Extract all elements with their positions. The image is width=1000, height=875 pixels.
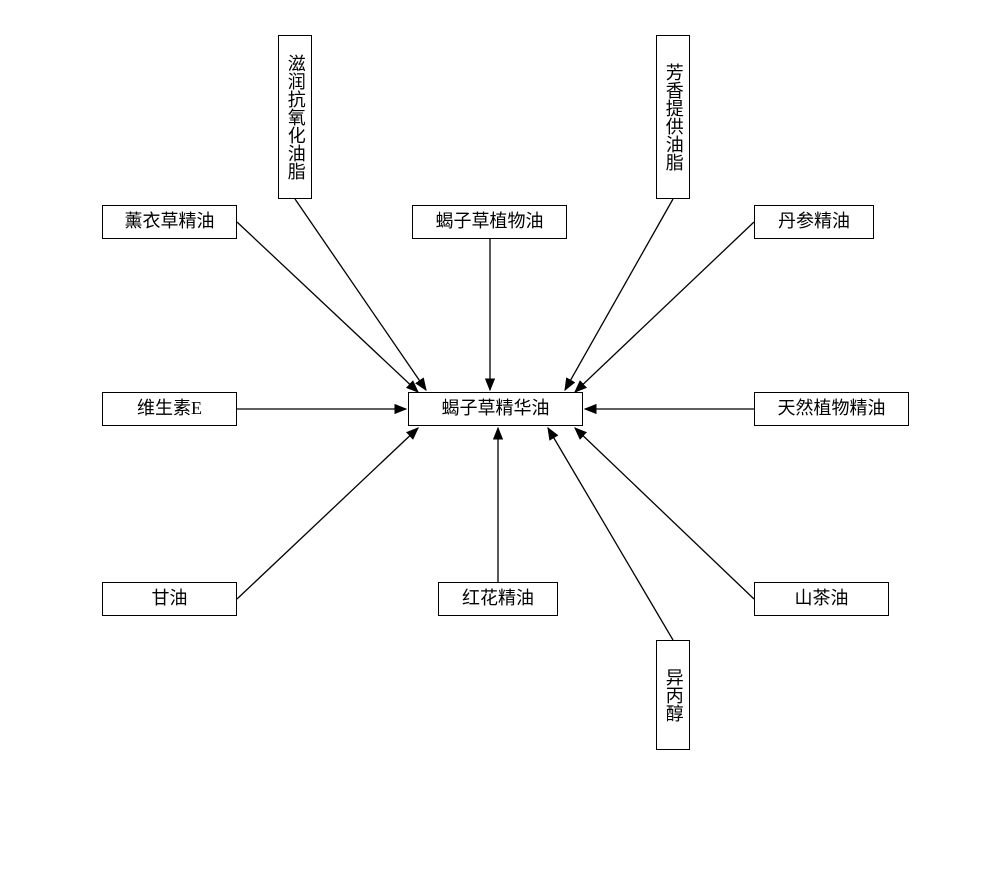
node-natural-plant: 天然植物精油 — [754, 392, 909, 426]
node-safflower: 红花精油 — [438, 582, 558, 616]
center-label: 蝎子草精华油 — [442, 398, 550, 420]
node-antioxidant-oil: 滋润抗氧化油脂 — [278, 35, 312, 199]
node-danshen: 丹参精油 — [754, 205, 874, 239]
node-vitamin-e: 维生素E — [102, 392, 237, 426]
label: 丹参精油 — [778, 211, 850, 233]
label: 甘油 — [152, 588, 188, 610]
label: 红花精油 — [462, 588, 534, 610]
label: 山茶油 — [795, 588, 849, 610]
node-camellia: 山茶油 — [754, 582, 889, 616]
label: 异丙醇 — [662, 668, 684, 722]
label: 天然植物精油 — [778, 398, 886, 420]
node-scorpion-plant: 蝎子草植物油 — [412, 205, 567, 239]
label: 蝎子草植物油 — [436, 211, 544, 233]
label: 芳香提供油脂 — [662, 63, 684, 171]
label: 薰衣草精油 — [125, 211, 215, 233]
node-aromatic-oil: 芳香提供油脂 — [656, 35, 690, 199]
node-glycerin: 甘油 — [102, 582, 237, 616]
label: 滋润抗氧化油脂 — [284, 54, 306, 180]
node-isopropanol: 异丙醇 — [656, 640, 690, 750]
node-lavender: 薰衣草精油 — [102, 205, 237, 239]
center-node: 蝎子草精华油 — [408, 392, 583, 426]
arrows-layer — [0, 0, 1000, 875]
label: 维生素E — [137, 398, 202, 420]
